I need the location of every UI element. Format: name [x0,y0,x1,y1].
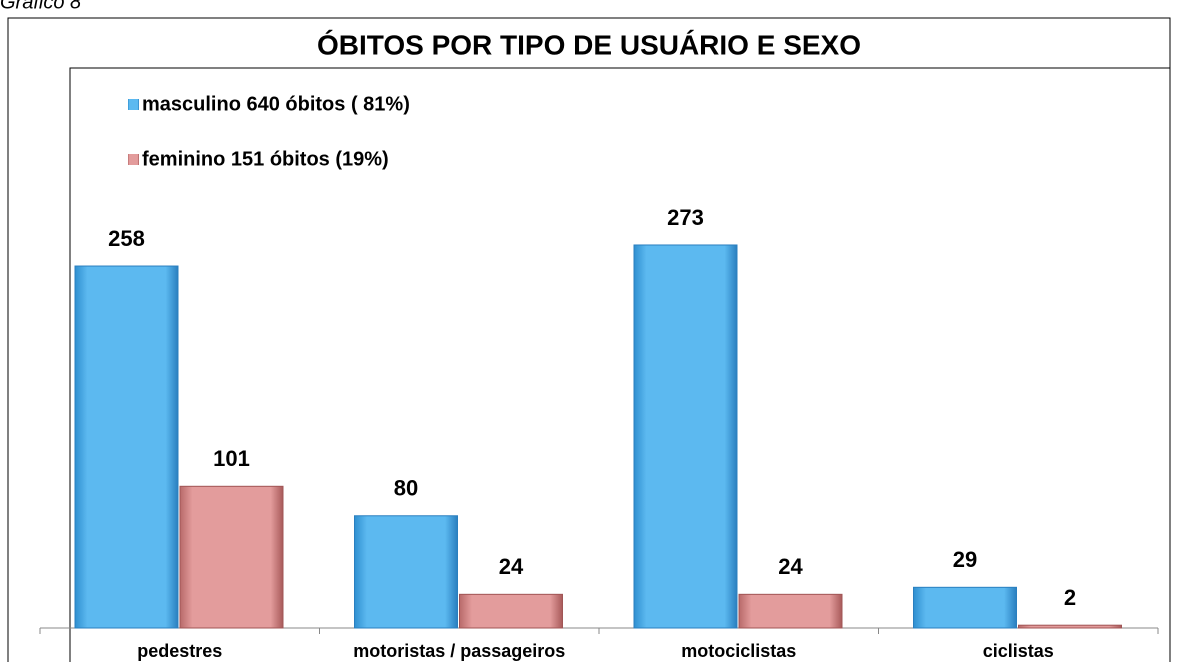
bar [633,244,738,629]
bar [738,593,843,629]
data-label: 273 [667,205,704,230]
x-tick-label: motoristas / passageiros [353,641,565,661]
data-label: 29 [953,547,977,572]
bar [913,586,1017,629]
plot-frame [69,67,1171,662]
legend-label: masculino 640 óbitos ( 81%) [142,93,410,115]
data-label: 24 [778,554,803,579]
chart-title: ÓBITOS POR TIPO DE USUÁRIO E SEXO [317,29,861,60]
bar [459,593,563,629]
caption: Gráfico 8 [0,0,81,13]
data-label: 24 [499,554,524,579]
legend-swatch [128,154,139,165]
bar [1018,624,1122,629]
bar [74,265,179,629]
bar [179,485,284,629]
legend-swatch [128,99,139,110]
data-label: 80 [394,476,418,501]
legend-label: feminino 151 óbitos (19%) [142,148,389,170]
data-label: 101 [213,446,250,471]
data-label: 2 [1064,585,1076,610]
data-label: 258 [108,226,145,251]
x-tick-label: ciclistas [983,641,1054,661]
bar [354,515,458,629]
x-tick-label: motociclistas [681,641,796,661]
x-tick-label: pedestres [137,641,222,661]
